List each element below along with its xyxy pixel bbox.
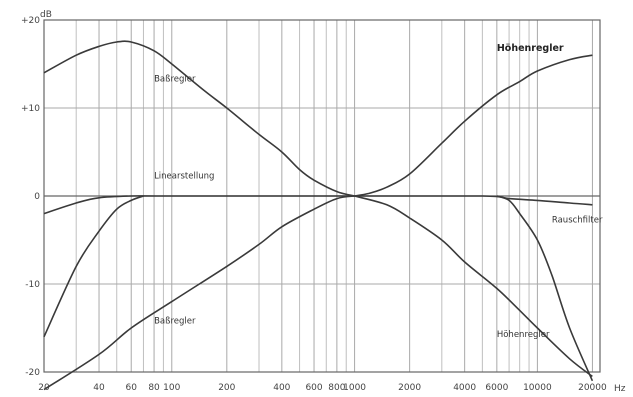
series-line-3 (354, 195, 593, 378)
x-tick-label: 40 (93, 383, 105, 393)
curves (43, 40, 594, 391)
y-tick-label: -20 (25, 368, 40, 378)
x-tick-label: 100 (163, 383, 180, 393)
x-tick-label: 1000 (343, 383, 366, 393)
x-tick-label: 4000 (453, 383, 476, 393)
series-line-1 (43, 195, 355, 391)
x-tick-label: 20 (38, 383, 50, 393)
annotation-label: Baßregler (154, 75, 196, 85)
x-tick-label: 10000 (523, 383, 552, 393)
series-line-6 (496, 195, 594, 382)
series-line-0 (43, 40, 355, 197)
x-tick-label: 2000 (398, 383, 421, 393)
y-tick-label: 0 (34, 192, 40, 202)
x-tick-label: 60 (125, 383, 137, 393)
annotation-label: Baßregler (154, 317, 196, 327)
annotation-label: Linearstellung (154, 171, 214, 181)
annotation-label: Rauschfilter (552, 215, 603, 225)
annotation-label: Höhenregler (497, 43, 564, 54)
annotation-label: Höhenregler (497, 330, 550, 340)
y-tick-label: -10 (25, 280, 40, 290)
y-axis-label: dB (40, 10, 52, 20)
x-tick-label: 200 (218, 383, 235, 393)
y-tick-label: +20 (21, 16, 40, 26)
series-line-2 (354, 54, 593, 197)
x-axis-unit: Hz (614, 384, 626, 394)
series-line-4 (43, 195, 593, 215)
x-tick-label: 6000 (485, 383, 508, 393)
series-line-5 (43, 195, 144, 338)
x-tick-label: 20000 (578, 383, 607, 393)
x-tick-label: 400 (273, 383, 290, 393)
x-tick-label: 80 (148, 383, 160, 393)
y-tick-label: +10 (21, 104, 40, 114)
x-tick-label: 600 (305, 383, 322, 393)
x-tick-label: 800 (328, 383, 345, 393)
